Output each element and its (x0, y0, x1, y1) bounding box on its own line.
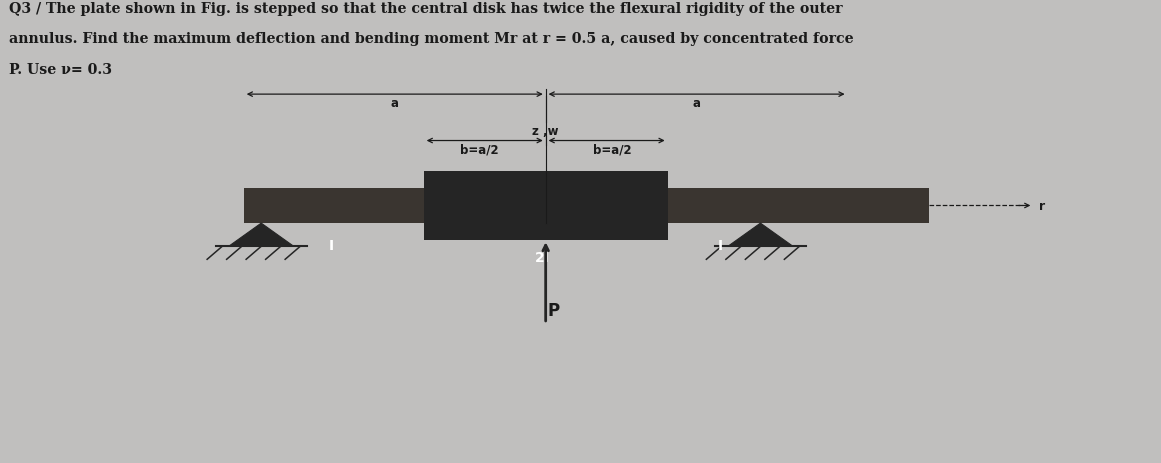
Text: a: a (693, 97, 700, 110)
Polygon shape (728, 224, 793, 247)
Text: P: P (548, 301, 560, 319)
Text: r: r (1039, 200, 1045, 213)
Text: b=a/2: b=a/2 (593, 144, 632, 156)
Text: z ,w: z ,w (533, 125, 558, 138)
Text: a: a (391, 97, 398, 110)
Bar (424, 171, 668, 241)
Text: Q3 / The plate shown in Fig. is stepped so that the central disk has twice the f: Q3 / The plate shown in Fig. is stepped … (9, 2, 843, 16)
Text: I: I (329, 238, 333, 252)
Text: I: I (717, 238, 722, 252)
Polygon shape (229, 224, 294, 247)
Text: b=a/2: b=a/2 (460, 144, 498, 156)
Bar (244, 188, 424, 224)
Text: annulus. Find the maximum deflection and bending moment Mr at r = 0.5 a, caused : annulus. Find the maximum deflection and… (9, 32, 853, 46)
Bar (668, 188, 929, 224)
Text: 2I: 2I (535, 250, 549, 264)
Text: P. Use ν= 0.3: P. Use ν= 0.3 (9, 63, 113, 76)
